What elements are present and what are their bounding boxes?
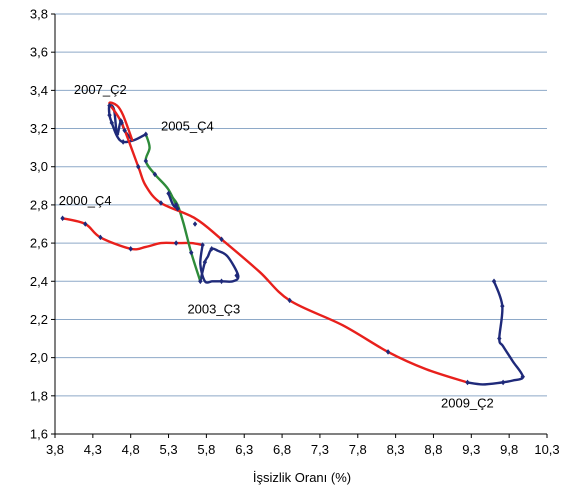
data-point [158, 200, 164, 206]
data-point [120, 139, 126, 145]
data-point [98, 234, 103, 241]
x-tick-label: 7,8 [349, 442, 367, 457]
annotation-label: 2003_Ç3 [187, 302, 240, 317]
data-point [200, 242, 205, 248]
grid-layer [55, 13, 547, 397]
x-tick-label: 8,8 [424, 442, 442, 457]
data-point [500, 303, 505, 309]
data-point [60, 215, 65, 222]
data-point [465, 379, 470, 386]
data-point [143, 158, 149, 164]
y-tick-label: 2,0 [30, 350, 48, 365]
data-point [119, 120, 124, 126]
x-tick-label: 9,3 [462, 442, 480, 457]
data-point [173, 240, 179, 246]
data-point [287, 297, 292, 304]
data-point [114, 131, 120, 138]
series-line [61, 217, 204, 251]
annotation-label: 2009_Ç2 [441, 395, 494, 410]
x-tick-label: 3,8 [46, 442, 64, 457]
y-tick-label: 3,8 [30, 7, 48, 22]
series-line [199, 243, 240, 284]
x-tick-label: 4,8 [122, 442, 140, 457]
x-tick-label: 8,3 [387, 442, 405, 457]
x-tick-label: 5,3 [159, 442, 177, 457]
data-point [202, 259, 208, 265]
data-point [166, 190, 171, 197]
data-point [152, 171, 158, 178]
data-point [219, 236, 224, 243]
data-point [198, 278, 203, 285]
label-layer: 2007_Ç2 2005_Ç4 2000_Ç4 2003_Ç3 2009_Ç2 [59, 82, 494, 410]
data-point [520, 373, 525, 380]
x-tick-label: 5,8 [197, 442, 215, 457]
x-axis-title: İşsizlik Oranı (%) [253, 470, 351, 485]
data-point [83, 221, 88, 227]
y-tick-label: 2,4 [30, 274, 48, 289]
data-point [173, 202, 179, 208]
x-tick-label: 10,3 [534, 442, 559, 457]
x-tick-label: 4,3 [84, 442, 102, 457]
data-point [234, 272, 239, 279]
data-point [192, 221, 198, 227]
data-point [209, 246, 214, 252]
data-point [107, 112, 112, 118]
y-tick-label: 3,0 [30, 159, 48, 174]
y-tick-label: 2,2 [30, 312, 48, 327]
x-tick-label: 9,8 [500, 442, 518, 457]
series-line [466, 280, 524, 386]
data-point [189, 249, 194, 256]
annotation-label: 2005_Ç4 [161, 118, 214, 133]
y-tick-label: 1,8 [30, 388, 48, 403]
x-tick-label: 7,3 [311, 442, 329, 457]
series-line [144, 133, 179, 210]
annotation-label: 2007_Ç2 [74, 82, 127, 97]
data-point [491, 278, 497, 285]
x-tick-label: 6,8 [273, 442, 291, 457]
y-tick-label: 2,6 [30, 236, 48, 251]
data-point [128, 246, 133, 252]
points-layer [60, 102, 525, 386]
data-point [143, 131, 149, 138]
y-tick-label: 3,4 [30, 83, 48, 98]
data-point [136, 163, 141, 170]
data-point [497, 335, 502, 342]
data-point [385, 349, 391, 355]
y-tick-label: 2,8 [30, 197, 48, 212]
data-point [500, 379, 506, 386]
data-point [219, 278, 224, 285]
data-point [122, 127, 127, 134]
data-point [109, 120, 114, 126]
y-tick-label: 1,6 [30, 427, 48, 442]
annotation-label: 2000_Ç4 [59, 193, 112, 208]
y-tick-label: 3,2 [30, 121, 48, 136]
data-point [107, 102, 112, 109]
y-tick-label: 3,6 [30, 45, 48, 60]
x-tick-label: 6,3 [235, 442, 253, 457]
data-point [175, 205, 180, 212]
axis-layer: 1,6 1,8 2,0 2,2 2,4 2,6 2,8 3,0 3,2 3,4 3,6 3,8 3,8 4… [30, 7, 560, 458]
